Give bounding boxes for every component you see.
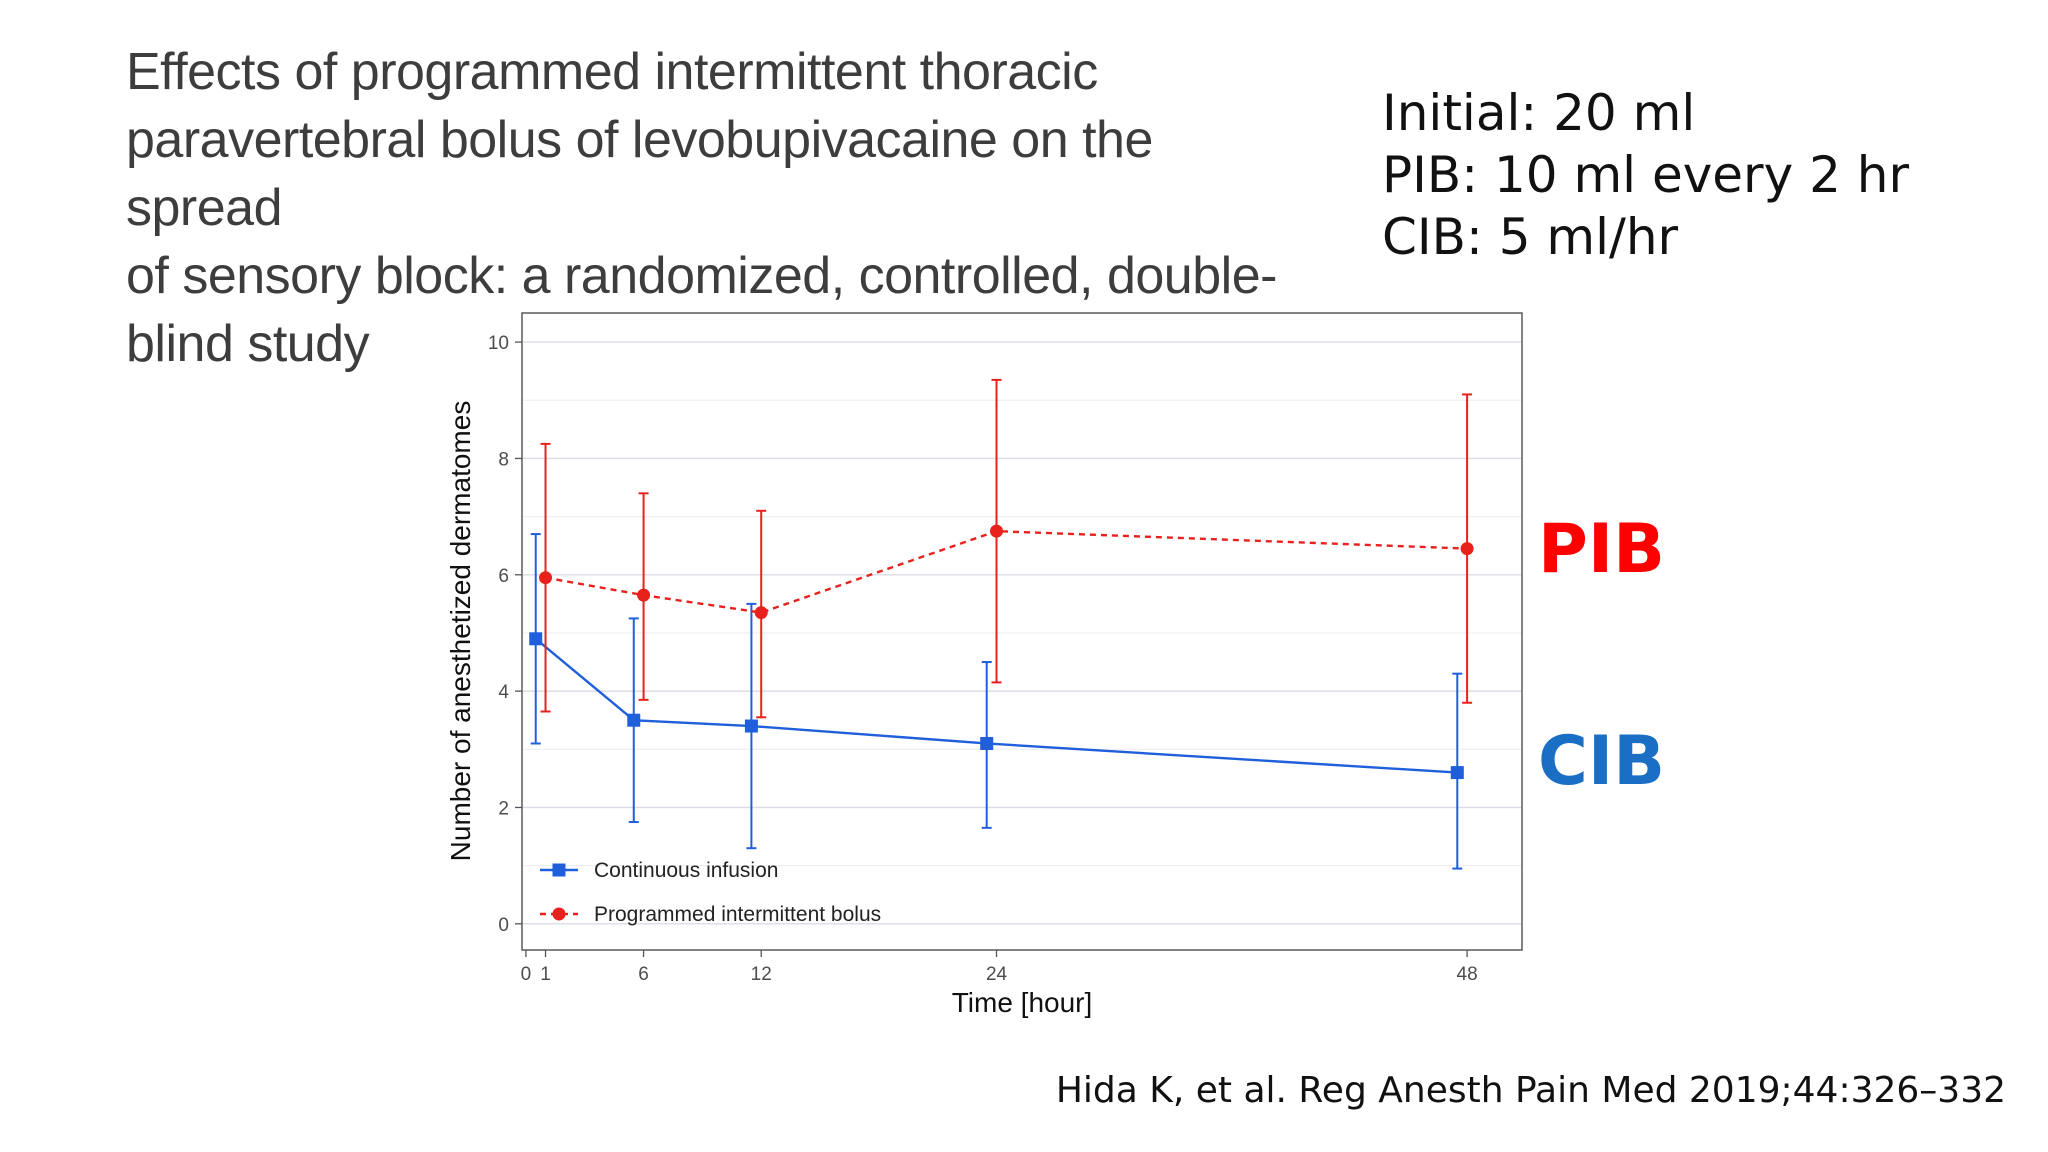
y-tick-label: 4	[498, 682, 509, 703]
legend-key-marker	[552, 863, 566, 877]
legend-label: Continuous infusion	[594, 859, 778, 882]
series-line	[545, 529, 1468, 614]
legend-label: Programmed intermittent bolus	[594, 903, 881, 926]
y-tick-label: 6	[498, 566, 509, 587]
x-tick-label: 1	[540, 964, 551, 985]
paper-title-line: paravertebral bolus of levobupivacaine o…	[126, 111, 1153, 237]
data-point	[754, 606, 768, 620]
protocol-pib: PIB: 10 ml every 2 hr	[1382, 146, 1910, 204]
data-point	[539, 571, 553, 585]
x-tick-label: 6	[638, 964, 649, 985]
y-tick-label: 10	[488, 333, 509, 354]
data-point	[1460, 542, 1474, 556]
data-point	[1450, 766, 1464, 780]
cib-group-label: CIB	[1538, 722, 1666, 801]
x-tick-label: 12	[751, 964, 772, 985]
pib-group-label: PIB	[1538, 510, 1665, 589]
legend-key-marker	[552, 907, 566, 921]
data-point	[744, 719, 758, 733]
grid-layer	[522, 341, 1522, 925]
y-tick-label: 0	[498, 915, 509, 936]
protocol-cib: CIB: 5 ml/hr	[1382, 208, 1679, 266]
paper-title: Effects of programmed intermittent thora…	[126, 38, 1306, 378]
x-axis-title: Time [hour]	[952, 987, 1093, 1018]
data-point	[627, 713, 641, 727]
x-tick-label: 48	[1457, 964, 1478, 985]
dosing-protocol: Initial: 20 ml PIB: 10 ml every 2 hr CIB…	[1382, 82, 1909, 268]
data-point	[980, 736, 994, 750]
x-tick-label: 0	[521, 964, 532, 985]
legend: Continuous infusion Programmed intermitte…	[540, 859, 881, 926]
citation: Hida K, et al. Reg Anesth Pain Med 2019;…	[1055, 1070, 2006, 1111]
data-point	[637, 588, 651, 602]
paper-title-line: blind study	[126, 315, 370, 373]
plot-frame	[521, 312, 1523, 951]
y-tick-label: 2	[498, 798, 509, 819]
x-tick-label: 24	[986, 964, 1008, 985]
paper-title-line: Effects of programmed intermittent thora…	[126, 43, 1098, 101]
series-layer	[529, 378, 1474, 870]
protocol-initial: Initial: 20 ml	[1382, 84, 1696, 142]
y-axis-title: Number of anesthetized dermatomes	[445, 401, 476, 862]
y-tick-label: 8	[498, 449, 509, 470]
data-point	[990, 524, 1004, 538]
paper-title-line: of sensory block: a randomized, controll…	[126, 247, 1277, 305]
data-point	[529, 632, 543, 646]
